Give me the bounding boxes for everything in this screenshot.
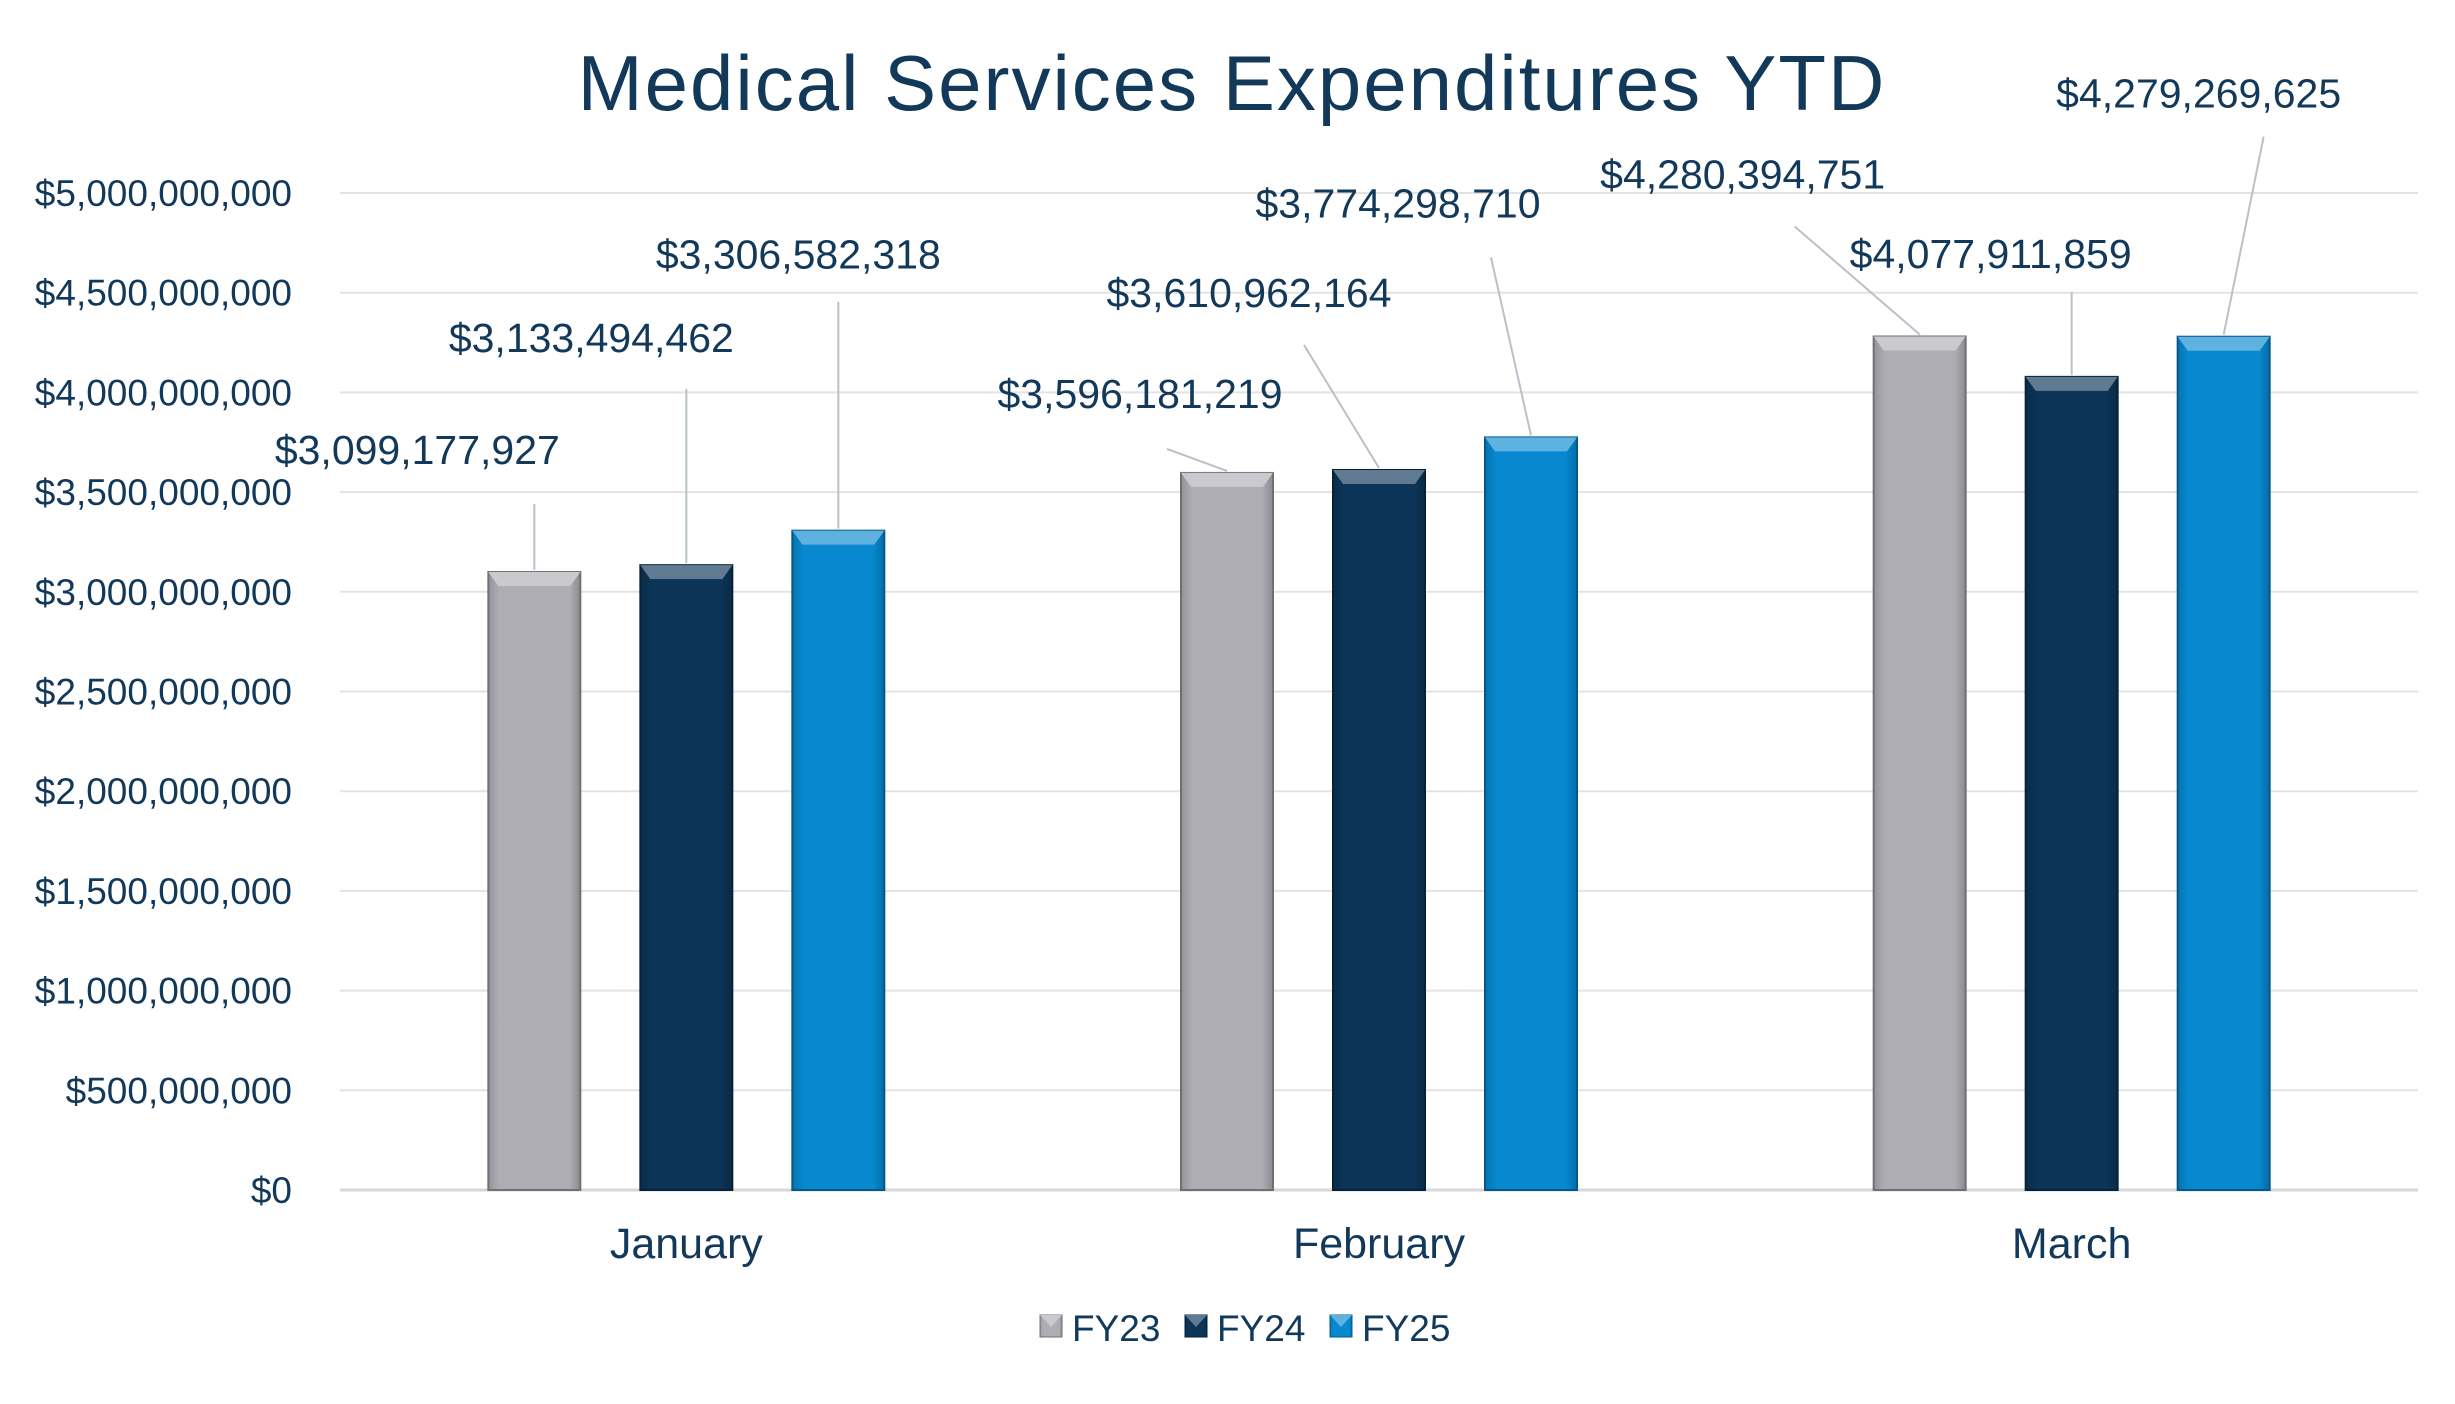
bar-bevel xyxy=(792,530,885,545)
legend-swatch-bevel xyxy=(1040,1315,1062,1327)
bars xyxy=(487,335,2271,1192)
data-label: $4,280,394,751 xyxy=(1600,151,1885,197)
legend-label: FY25 xyxy=(1362,1308,1450,1349)
y-tick-label: $3,000,000,000 xyxy=(35,572,292,613)
bar-fy25-january xyxy=(791,529,886,1191)
y-tick-label: $2,500,000,000 xyxy=(35,672,292,713)
bar-fy23-march xyxy=(1872,335,1967,1192)
bar-bevel xyxy=(2025,376,2118,391)
y-tick-label: $4,000,000,000 xyxy=(35,372,292,413)
bar-fy25-march xyxy=(2176,335,2271,1191)
y-tick-label: $1,500,000,000 xyxy=(35,871,292,912)
bar-bevel xyxy=(640,565,733,580)
legend-label: FY24 xyxy=(1217,1308,1305,1349)
data-label: $4,077,911,859 xyxy=(1850,231,2132,277)
data-labels: $3,099,177,927 $3,133,494,462 $3,306,582,3… xyxy=(275,71,2341,473)
legend-swatch-bevel xyxy=(1330,1315,1352,1327)
bar-bevel xyxy=(1333,469,1425,484)
data-label: $3,774,298,710 xyxy=(1256,180,1541,226)
y-tick-label: $1,000,000,000 xyxy=(35,971,292,1012)
leader-line xyxy=(1166,447,1228,472)
chart-title: Medical Services Expenditures YTD xyxy=(578,39,1887,127)
y-tick-label: $4,500,000,000 xyxy=(35,273,292,314)
y-tick-label: $5,000,000,000 xyxy=(35,173,292,214)
data-label: $3,596,181,219 xyxy=(998,371,1283,417)
bar-fy24-march xyxy=(2024,375,2119,1191)
data-label: $3,610,962,164 xyxy=(1107,270,1392,316)
legend-swatch-bevel xyxy=(1185,1315,1207,1327)
bar-fy24-february xyxy=(1332,468,1426,1192)
leader-line xyxy=(1490,257,1532,436)
legend: FY23 FY24 FY25 xyxy=(1039,1308,1450,1349)
y-tick-label: $2,000,000,000 xyxy=(35,771,292,812)
y-tick-label: $500,000,000 xyxy=(66,1070,292,1111)
bar-bevel xyxy=(1485,437,1577,452)
data-label: $4,279,269,625 xyxy=(2056,71,2341,117)
data-label: $3,133,494,462 xyxy=(449,315,734,361)
bar-fy23-february xyxy=(1180,471,1274,1192)
y-axis-ticks: $0 $500,000,000 $1,000,000,000 $1,500,000,0… xyxy=(35,173,292,1211)
data-label: $3,306,582,318 xyxy=(656,232,941,278)
x-category-label: February xyxy=(1293,1220,1466,1268)
data-label-leaders xyxy=(533,136,2265,571)
y-tick-label: $3,500,000,000 xyxy=(35,472,292,513)
bar-fy23-january xyxy=(487,571,582,1191)
bar-bevel xyxy=(1873,336,1966,351)
x-category-label: March xyxy=(2012,1220,2131,1268)
x-category-label: January xyxy=(610,1220,763,1268)
legend-label: FY23 xyxy=(1072,1308,1160,1349)
y-tick-label: $0 xyxy=(251,1170,292,1211)
bar-bevel xyxy=(2177,336,2270,351)
bar-bevel xyxy=(488,572,581,587)
data-label: $3,099,177,927 xyxy=(275,427,560,473)
leader-line xyxy=(1303,344,1380,469)
bar-bevel xyxy=(1181,472,1273,487)
leader-line xyxy=(1794,225,1921,336)
bar-fy25-february xyxy=(1484,436,1578,1191)
x-axis-categories: January February March xyxy=(610,1220,2132,1268)
leader-line xyxy=(2222,136,2265,335)
bar-fy24-january xyxy=(639,564,734,1191)
